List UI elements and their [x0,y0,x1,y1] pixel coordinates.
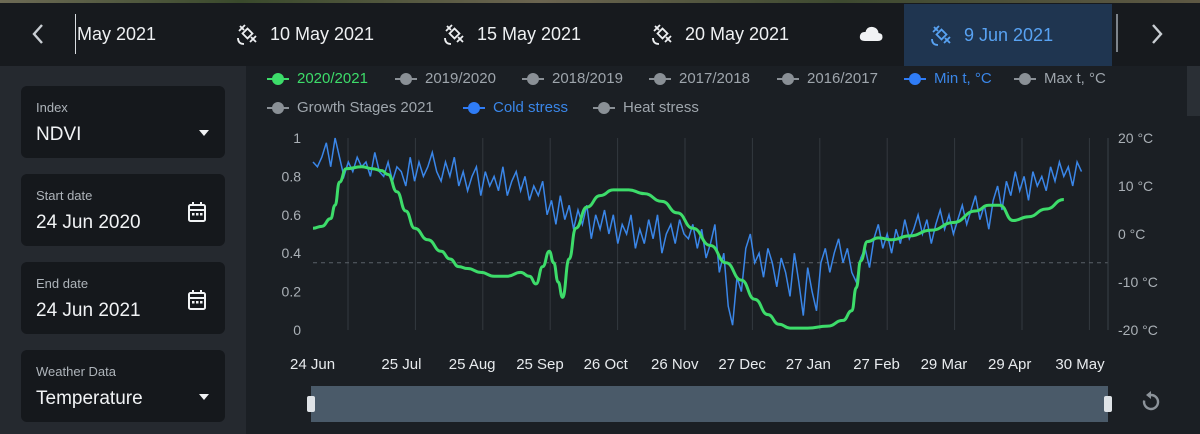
date-label: 9 Jun 2021 [964,24,1054,45]
weather-data-value: Temperature [36,388,143,409]
legend-marker [649,72,671,85]
index-select[interactable]: Index NDVI [21,86,225,158]
legend-label: Heat stress [623,99,699,116]
range-scrollbar[interactable] [311,386,1108,422]
date-item-9-jun[interactable]: 9 Jun 2021 [904,4,1112,66]
caret-down-icon [199,394,209,400]
legend-heat-stress[interactable]: Heat stress [593,99,699,116]
top-decoration [0,0,1200,3]
date-label: May 2021 [77,23,157,44]
end-date-field[interactable]: End date 24 Jun 2021 [21,262,225,334]
legend-marker [267,101,289,114]
weather-data-select[interactable]: Weather Data Temperature [21,350,225,422]
caret-down-icon [199,130,209,136]
date-strip: May 2021 10 May 2021 15 May 2021 20 May … [0,0,1200,66]
date-item-15-may[interactable]: 15 May 2021 [443,8,581,60]
legend-label: Max t, °C [1044,70,1106,87]
start-date-value: 24 Jun 2020 [36,212,141,233]
date-item-may-2021[interactable]: May 2021 [74,8,157,60]
weather-data-label: Weather Data [36,364,116,379]
end-date-value: 24 Jun 2021 [36,300,141,321]
chevron-right-icon[interactable] [1137,14,1177,54]
legend-marker [395,72,417,85]
legend-label: Growth Stages 2021 [297,99,434,116]
controls-panel: Index NDVI Start date 24 Jun 2020 End da… [0,66,246,434]
legend-label: 2016/2017 [807,70,878,87]
chart-panel [246,66,1200,434]
index-label: Index [36,100,68,115]
legend-label: Cold stress [493,99,569,116]
date-label: 20 May 2021 [685,23,790,44]
legend-marker [1014,72,1036,85]
legend-min-t[interactable]: Min t, °C [904,70,992,87]
legend-2020-2021[interactable]: 2020/2021 [267,70,368,87]
range-handle-end[interactable] [1104,396,1112,412]
legend-marker [777,72,799,85]
panel-edge [1187,66,1200,116]
legend-max-t[interactable]: Max t, °C [1014,70,1106,87]
date-item-20-may[interactable]: 20 May 2021 [651,8,789,60]
range-handle-start[interactable] [307,396,315,412]
legend-marker [463,101,485,114]
legend-marker [522,72,544,85]
start-date-label: Start date [36,188,93,203]
satellite-icon [236,22,260,46]
end-date-label: End date [36,276,89,291]
calendar-icon[interactable] [187,201,207,228]
legend-label: 2019/2020 [425,70,496,87]
cloud-icon [858,24,884,44]
date-label: 10 May 2021 [270,23,375,44]
reset-zoom-icon[interactable] [1139,390,1163,414]
index-value: NDVI [36,124,82,145]
start-date-field[interactable]: Start date 24 Jun 2020 [21,174,225,246]
date-item-10-may[interactable]: 10 May 2021 [236,8,374,60]
satellite-icon [443,22,467,46]
legend-2019-2020[interactable]: 2019/2020 [395,70,496,87]
legend-growth-stages[interactable]: Growth Stages 2021 [267,99,434,116]
legend-label: Min t, °C [934,70,992,87]
divider [1116,14,1118,52]
legend-label: 2020/2021 [297,70,368,87]
legend-2017-2018[interactable]: 2017/2018 [649,70,750,87]
calendar-icon[interactable] [187,289,207,316]
satellite-icon [651,22,675,46]
legend-label: 2018/2019 [552,70,623,87]
legend-2016-2017[interactable]: 2016/2017 [777,70,878,87]
chevron-left-icon[interactable] [18,14,58,54]
legend-2018-2019[interactable]: 2018/2019 [522,70,623,87]
legend-label: 2017/2018 [679,70,750,87]
date-item-cloudy[interactable] [858,8,884,60]
legend-marker [593,101,615,114]
satellite-icon [930,23,954,47]
legend-marker [904,72,926,85]
legend-marker [267,72,289,85]
legend-cold-stress[interactable]: Cold stress [463,99,568,116]
date-label: 15 May 2021 [477,23,582,44]
